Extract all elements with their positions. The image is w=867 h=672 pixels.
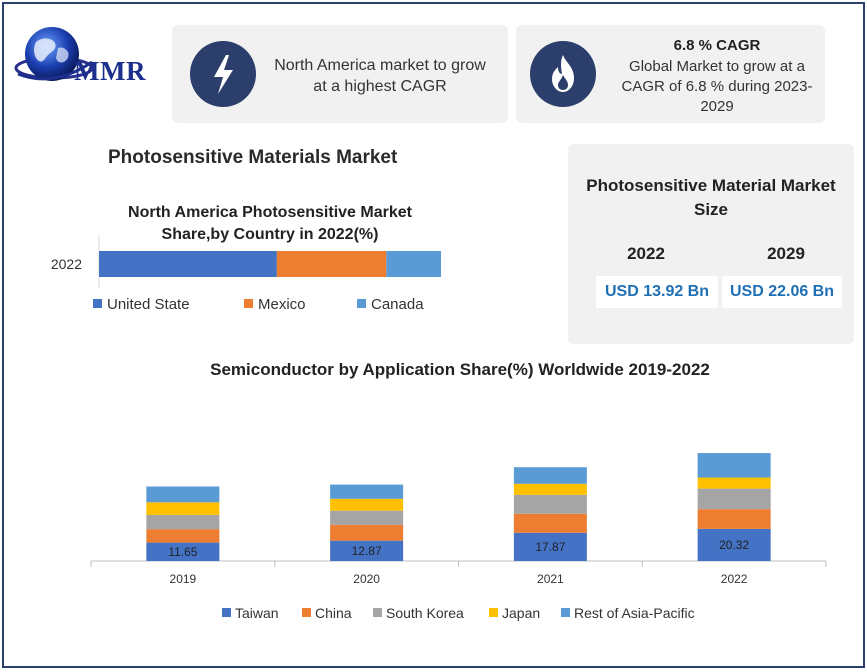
na-chart-title: North America Photosensitive Market Shar… [128, 204, 412, 243]
highlight-card-cagr: 6.8 % CAGR Global Market to grow at a CA… [516, 25, 825, 123]
market-size-panel: Photosensitive Material Market Size 2022… [568, 144, 854, 344]
icon-circle [530, 41, 596, 107]
card-text: North America market to grow at a highes… [274, 57, 486, 95]
highlight-card-north-america: North America market to grow at a highes… [172, 25, 508, 123]
card-title: 6.8 % CAGR [673, 37, 761, 54]
lightning-bolt-icon [214, 55, 233, 94]
card-text: Global Market to grow at a CAGR of 6.8 %… [621, 58, 813, 115]
page-title: Photosensitive Materials Market [108, 147, 398, 168]
market-size-year: 2029 [767, 244, 805, 263]
flame-icon [552, 55, 574, 92]
mmr-logo: MMR [14, 18, 169, 93]
semiconductor-chart-title: Semiconductor by Application Share(%) Wo… [210, 360, 710, 379]
market-size-title: Photosensitive Material Market Size [586, 176, 836, 219]
logo-text: MMR [74, 56, 146, 86]
market-size-year: 2022 [627, 244, 665, 263]
globe-icon [14, 27, 94, 81]
market-size-value: USD 22.06 Bn [722, 276, 842, 308]
icon-circle [190, 41, 256, 107]
market-size-value: USD 13.92 Bn [596, 276, 718, 308]
